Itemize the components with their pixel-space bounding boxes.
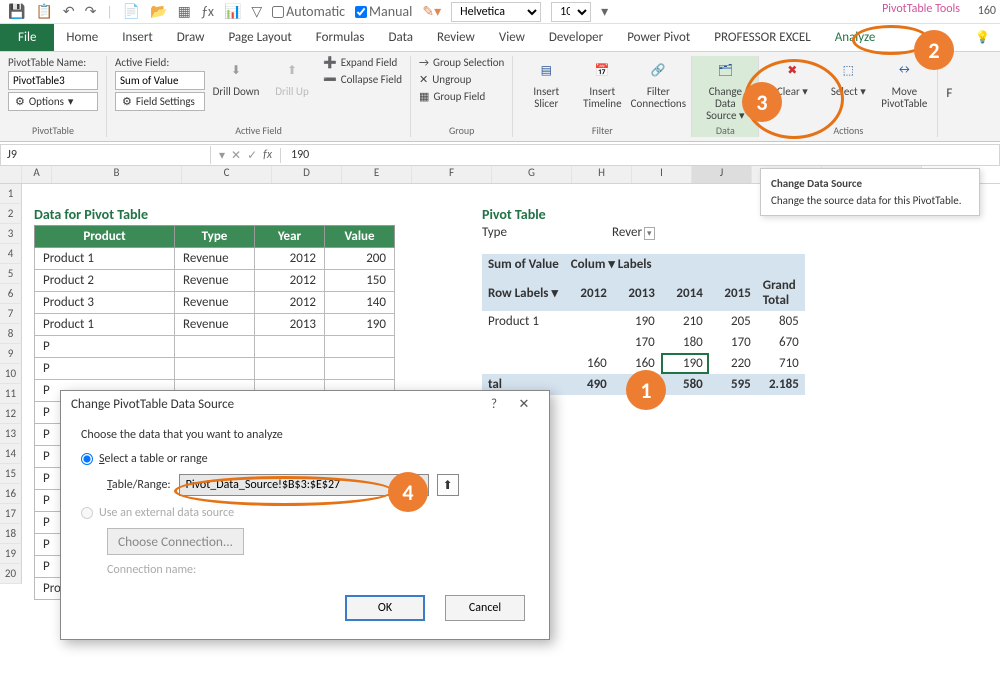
quick-access-toolbar: 💾 📋 ↶ ↷ | 📄 📂 ▦ ƒx 📊 ▽ Automatic Manual …	[0, 0, 1000, 24]
range-label: Table/Range:	[107, 478, 171, 492]
zoom-value: 160	[978, 4, 996, 18]
ungroup-button: ✕Ungroup	[419, 73, 504, 86]
chart-icon[interactable]: 📊	[224, 3, 241, 20]
group-label-group: Group	[449, 124, 474, 137]
tab-pagelayout[interactable]: Page Layout	[216, 24, 303, 51]
select-button[interactable]: ⬚Select ▾	[823, 56, 873, 98]
field-settings-button[interactable]: ⚙Field Settings	[115, 92, 205, 111]
external-source-option: Use an external data source	[81, 506, 529, 520]
tab-insert[interactable]: Insert	[110, 24, 165, 51]
tab-analyze[interactable]: Analyze	[823, 24, 888, 51]
formula-bar: J9 ▾✕✓fx 190	[0, 144, 1000, 166]
tab-home[interactable]: Home	[54, 24, 110, 51]
choose-connection-button: Choose Connection...	[107, 528, 244, 555]
contextual-tab-label: PivotTable Tools	[882, 2, 960, 16]
tab-developer[interactable]: Developer	[537, 24, 615, 51]
insert-timeline-button[interactable]: 📅Insert Timeline	[577, 56, 627, 110]
tab-formulas[interactable]: Formulas	[304, 24, 377, 51]
filter-icon[interactable]: ▽	[251, 3, 262, 20]
eraser-icon[interactable]: ✎▾	[422, 3, 441, 20]
group-label-actions: Actions	[833, 124, 863, 137]
font-select[interactable]: Helvetica	[451, 2, 541, 22]
source-title: Data for Pivot Table	[34, 206, 395, 223]
select-table-range-option[interactable]: Select a table or rangeSelect a table or…	[81, 452, 529, 466]
fx-icon[interactable]: fx	[263, 148, 272, 162]
group-label-data: Data	[716, 124, 735, 137]
callout-badge-1: 1	[626, 370, 666, 410]
pivottable-name-label: PivotTable Name:	[8, 56, 98, 69]
ribbon-tabs: File Home Insert Draw Page Layout Formul…	[0, 24, 1000, 52]
pivottable-name-input[interactable]	[8, 71, 98, 90]
callout-badge-2: 2	[914, 30, 954, 70]
drill-down-button[interactable]: ⬇Drill Down	[211, 56, 261, 98]
range-picker-button[interactable]: ⬆	[437, 474, 459, 496]
cancel-button[interactable]: Cancel	[445, 595, 525, 621]
paste-icon[interactable]: 📋	[35, 3, 52, 20]
change-data-source-button[interactable]: 🗂Change Data Source ▾	[700, 56, 750, 122]
group-label-activefield: Active Field	[235, 124, 282, 137]
expand-field-button[interactable]: ➕Expand Field	[323, 56, 402, 69]
manual-checkbox[interactable]: Manual	[355, 3, 412, 20]
fx-icon[interactable]: ƒx	[201, 3, 214, 20]
collapse-field-button[interactable]: ➖Collapse Field	[323, 73, 402, 86]
group-label-pivottable: PivotTable	[32, 124, 74, 137]
connection-name-label: Connection name:	[107, 563, 529, 577]
pivot-filter-value[interactable]: Rever	[612, 225, 702, 240]
redo-icon[interactable]: ↷	[85, 3, 97, 20]
tab-file[interactable]: File	[0, 24, 54, 51]
active-field-label: Active Field:	[115, 56, 205, 69]
insert-slicer-button[interactable]: ▤Insert Slicer	[521, 56, 571, 110]
close-button[interactable]: ✕	[509, 397, 539, 412]
pivot-title: Pivot Table	[482, 206, 805, 223]
undo-icon[interactable]: ↶	[63, 3, 75, 20]
open-icon[interactable]: 📂	[150, 3, 167, 20]
group-field-button: ▦Group Field	[419, 90, 504, 103]
callout-badge-4: 4	[388, 472, 428, 512]
active-field-input[interactable]	[115, 71, 205, 90]
tab-review[interactable]: Review	[425, 24, 487, 51]
change-datasource-dialog: Change PivotTable Data Source ? ✕ Choose…	[60, 390, 550, 640]
group-selection-button: →Group Selection	[419, 56, 504, 69]
drill-up-button[interactable]: ⬆Drill Up	[267, 56, 317, 98]
tab-powerpivot[interactable]: Power Pivot	[615, 24, 702, 51]
callout-badge-3: 3	[742, 82, 782, 122]
new-icon[interactable]: 📄	[123, 3, 140, 20]
ribbon: PivotTable Name: ⚙Options▾ PivotTable Ac…	[0, 52, 1000, 142]
formula-input[interactable]: 190	[281, 146, 319, 164]
help-button[interactable]: ?	[479, 397, 509, 412]
tab-data[interactable]: Data	[377, 24, 426, 51]
tab-profexcel[interactable]: PROFESSOR EXCEL	[702, 24, 822, 51]
filter-connections-button[interactable]: 🔗Filter Connections	[633, 56, 683, 110]
ok-button[interactable]: OK	[345, 595, 425, 621]
dialog-title: Change PivotTable Data Source	[71, 397, 234, 412]
row-headers: 12 34 56 78 910 1112 1314 1516 1718 1920	[0, 184, 22, 584]
table-icon[interactable]: ▦	[178, 3, 191, 20]
name-box[interactable]: J9	[1, 146, 211, 164]
fontsize-select[interactable]: 10	[551, 2, 591, 22]
save-icon[interactable]: 💾	[8, 3, 25, 20]
tab-view[interactable]: View	[487, 24, 537, 51]
tell-me-icon[interactable]: 💡	[965, 30, 1000, 45]
dialog-instruction: Choose the data that you want to analyze	[81, 428, 529, 442]
pivot-table-region: Pivot Table Type Rever Sum of ValueColum…	[482, 206, 805, 395]
pivot-filter-label: Type	[482, 225, 572, 240]
tab-draw[interactable]: Draw	[165, 24, 217, 51]
group-label-filter: Filter	[592, 124, 613, 137]
options-button[interactable]: ⚙Options▾	[8, 92, 98, 111]
automatic-checkbox[interactable]: Automatic	[272, 3, 345, 20]
